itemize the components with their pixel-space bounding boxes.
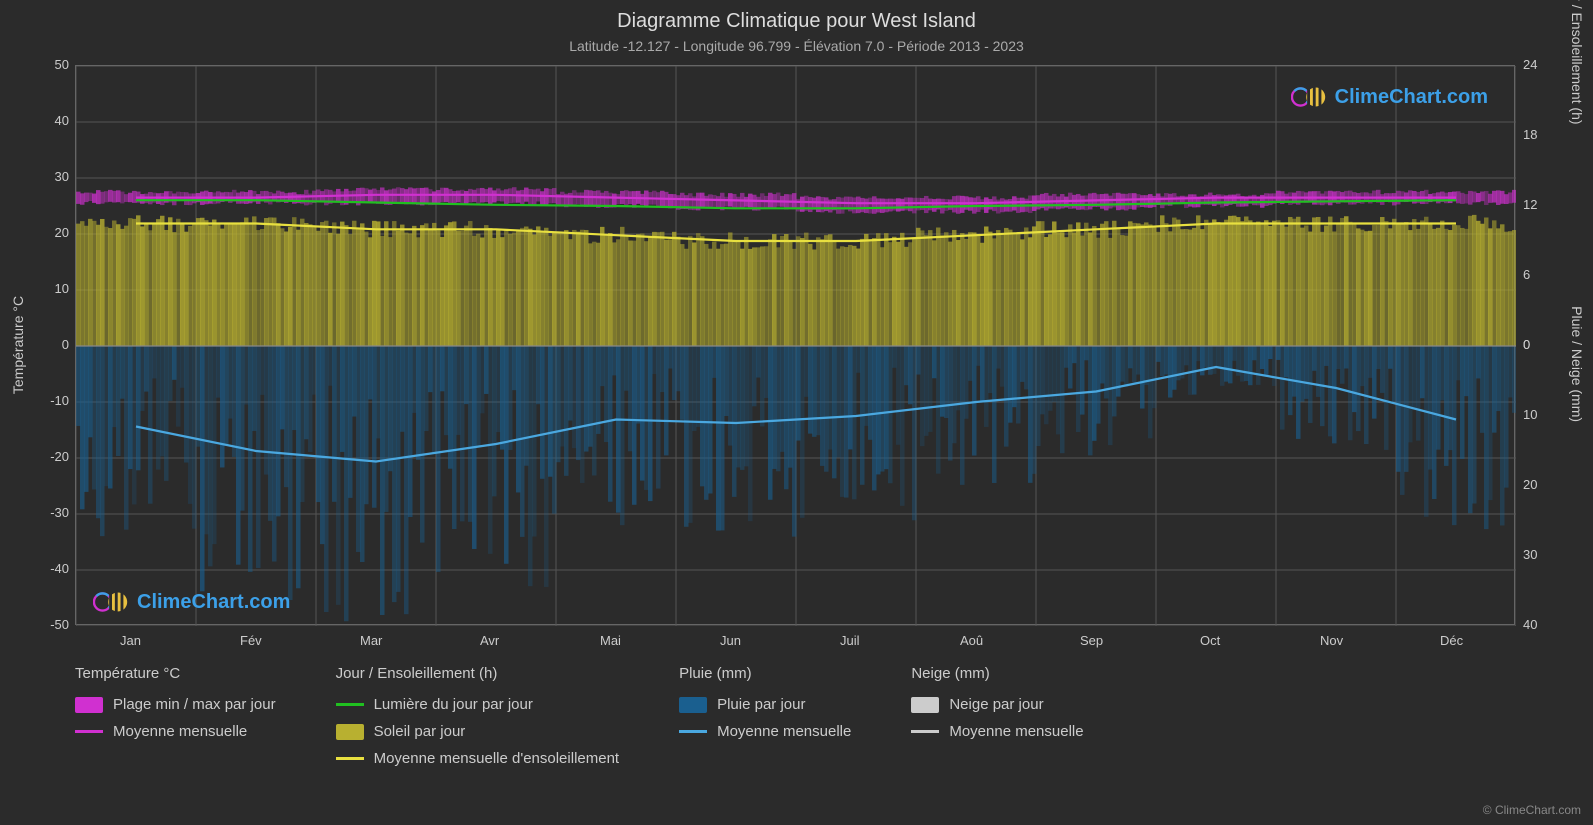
ytick-right-bottom: 10 (1523, 407, 1537, 422)
ytick-left: 0 (62, 337, 69, 352)
ytick-right-top: 24 (1523, 57, 1537, 72)
ytick-right-bottom: 40 (1523, 617, 1537, 632)
ytick-right-bottom: 0 (1523, 337, 1530, 352)
legend-label: Moyenne mensuelle d'ensoleillement (374, 750, 620, 767)
legend-swatch (911, 697, 939, 713)
ytick-right-top: 6 (1523, 267, 1530, 282)
legend-swatch (679, 730, 707, 733)
legend-swatch (336, 703, 364, 706)
legend-label: Plage min / max par jour (113, 696, 276, 713)
xtick-month: Juil (840, 633, 860, 648)
chart-subtitle: Latitude -12.127 - Longitude 96.799 - Él… (0, 38, 1593, 54)
ytick-left: 50 (55, 57, 69, 72)
watermark-bottom: ClimeChart.com (93, 590, 290, 614)
ytick-left: 30 (55, 169, 69, 184)
xtick-month: Aoû (960, 633, 983, 648)
ytick-left: 40 (55, 113, 69, 128)
ytick-left: -20 (50, 449, 69, 464)
legend-label: Moyenne mensuelle (113, 723, 247, 740)
legend-label: Lumière du jour par jour (374, 696, 533, 713)
logo-icon (1291, 85, 1329, 109)
ytick-left: -10 (50, 393, 69, 408)
ytick-right-bottom: 20 (1523, 477, 1537, 492)
y-axis-left-label: Température °C (10, 296, 26, 394)
legend-swatch (911, 730, 939, 733)
legend-item: Plage min / max par jour (75, 696, 276, 713)
xtick-month: Mar (360, 633, 382, 648)
legend-header: Température °C (75, 665, 276, 682)
climate-chart: Diagramme Climatique pour West Island La… (0, 0, 1593, 825)
y-axis-right-bottom-label: Pluie / Neige (mm) (1569, 306, 1585, 422)
legend-item: Lumière du jour par jour (336, 696, 620, 713)
legend-item: Moyenne mensuelle (679, 723, 851, 740)
legend-label: Pluie par jour (717, 696, 805, 713)
ytick-left: -50 (50, 617, 69, 632)
plot-area (75, 65, 1515, 625)
xtick-month: Avr (480, 633, 499, 648)
legend: Température °C Plage min / max par jour Mo… (75, 665, 1515, 767)
legend-item: Moyenne mensuelle (75, 723, 276, 740)
legend-column: Pluie (mm) Pluie par jour Moyenne mensuell… (679, 665, 851, 767)
watermark-text: ClimeChart.com (1335, 86, 1488, 109)
ytick-left: 20 (55, 225, 69, 240)
legend-label: Moyenne mensuelle (717, 723, 851, 740)
legend-column: Neige (mm) Neige par jour Moyenne mensuell… (911, 665, 1083, 767)
xtick-month: Jun (720, 633, 741, 648)
legend-label: Moyenne mensuelle (949, 723, 1083, 740)
legend-item: Neige par jour (911, 696, 1083, 713)
xtick-month: Jan (120, 633, 141, 648)
ytick-left: 10 (55, 281, 69, 296)
legend-swatch (75, 730, 103, 733)
legend-column: Jour / Ensoleillement (h) Lumière du jour… (336, 665, 620, 767)
legend-label: Soleil par jour (374, 723, 466, 740)
xtick-month: Fév (240, 633, 262, 648)
xtick-month: Oct (1200, 633, 1220, 648)
legend-swatch (679, 697, 707, 713)
logo-icon (93, 590, 131, 614)
xtick-month: Mai (600, 633, 621, 648)
legend-item: Pluie par jour (679, 696, 851, 713)
legend-header: Neige (mm) (911, 665, 1083, 682)
ytick-right-top: 18 (1523, 127, 1537, 142)
legend-label: Neige par jour (949, 696, 1043, 713)
legend-item: Moyenne mensuelle (911, 723, 1083, 740)
ytick-left: -30 (50, 505, 69, 520)
ytick-right-bottom: 30 (1523, 547, 1537, 562)
legend-swatch (75, 697, 103, 713)
copyright: © ClimeChart.com (1483, 803, 1581, 817)
ytick-right-top: 12 (1523, 197, 1537, 212)
legend-item: Soleil par jour (336, 723, 620, 740)
watermark-text: ClimeChart.com (137, 591, 290, 614)
xtick-month: Déc (1440, 633, 1463, 648)
legend-header: Pluie (mm) (679, 665, 851, 682)
ytick-left: -40 (50, 561, 69, 576)
legend-header: Jour / Ensoleillement (h) (336, 665, 620, 682)
watermark-top: ClimeChart.com (1291, 85, 1488, 109)
legend-column: Température °C Plage min / max par jour Mo… (75, 665, 276, 767)
xtick-month: Nov (1320, 633, 1343, 648)
plot-svg (76, 66, 1516, 626)
legend-swatch (336, 757, 364, 760)
legend-swatch (336, 724, 364, 740)
y-axis-right-top-label: Jour / Ensoleillement (h) (1569, 0, 1585, 125)
legend-item: Moyenne mensuelle d'ensoleillement (336, 750, 620, 767)
xtick-month: Sep (1080, 633, 1103, 648)
chart-title: Diagramme Climatique pour West Island (0, 10, 1593, 33)
